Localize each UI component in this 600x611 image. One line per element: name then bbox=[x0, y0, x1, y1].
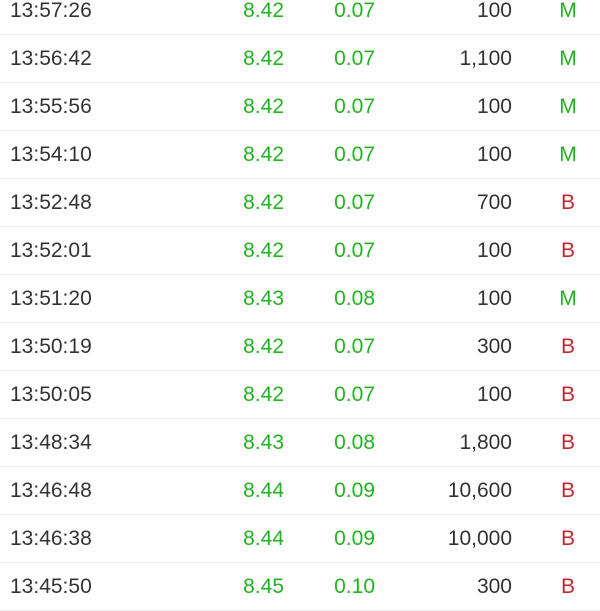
trade-side: M bbox=[559, 94, 577, 118]
trade-volume: 100 bbox=[476, 238, 512, 262]
trade-price: 8.42 bbox=[243, 0, 284, 22]
trade-volume: 100 bbox=[476, 94, 512, 118]
trade-volume: 700 bbox=[476, 190, 512, 214]
trade-volume: 100 bbox=[476, 382, 512, 406]
trade-volume: 10,000 bbox=[447, 526, 512, 550]
trade-time: 13:56:42 bbox=[10, 46, 92, 70]
trade-time: 13:52:48 bbox=[10, 190, 92, 214]
trade-price: 8.44 bbox=[243, 478, 284, 502]
trade-change: 0.07 bbox=[334, 142, 375, 166]
trade-change: 0.07 bbox=[334, 190, 375, 214]
trade-time: 13:57:26 bbox=[10, 0, 92, 22]
trade-change: 0.08 bbox=[334, 430, 375, 454]
trade-row: 13:45:50 8.45 0.10 300 B bbox=[0, 563, 600, 611]
trade-volume: 100 bbox=[476, 0, 512, 22]
trade-side: B bbox=[560, 238, 575, 262]
trade-price: 8.42 bbox=[243, 334, 284, 358]
trade-change: 0.07 bbox=[334, 0, 375, 22]
trade-side: M bbox=[559, 0, 577, 22]
trade-row: 13:48:34 8.43 0.08 1,800 B bbox=[0, 419, 600, 467]
trade-volume: 100 bbox=[476, 286, 512, 310]
trade-time: 13:50:05 bbox=[10, 382, 92, 406]
trade-price: 8.42 bbox=[243, 142, 284, 166]
trade-row: 13:52:01 8.42 0.07 100 B bbox=[0, 227, 600, 275]
trade-change: 0.10 bbox=[334, 574, 375, 598]
trade-row: 13:51:20 8.43 0.08 100 M bbox=[0, 275, 600, 323]
trade-row: 13:54:10 8.42 0.07 100 M bbox=[0, 131, 600, 179]
trade-side: B bbox=[560, 526, 575, 550]
trade-change: 0.07 bbox=[334, 94, 375, 118]
trade-side: B bbox=[560, 430, 575, 454]
trade-time: 13:46:38 bbox=[10, 526, 92, 550]
trade-time: 13:45:50 bbox=[10, 574, 92, 598]
trade-side: M bbox=[559, 142, 577, 166]
trade-side: B bbox=[560, 478, 575, 502]
trade-volume: 300 bbox=[476, 334, 512, 358]
trade-change: 0.07 bbox=[334, 46, 375, 70]
trade-price: 8.44 bbox=[243, 526, 284, 550]
trade-price: 8.42 bbox=[243, 238, 284, 262]
trade-time: 13:46:48 bbox=[10, 478, 92, 502]
trade-change: 0.09 bbox=[334, 478, 375, 502]
trade-row: 13:56:42 8.42 0.07 1,100 M bbox=[0, 35, 600, 83]
trade-change: 0.08 bbox=[334, 286, 375, 310]
trade-volume: 10,600 bbox=[447, 478, 512, 502]
trade-volume: 1,800 bbox=[459, 430, 512, 454]
trade-row: 13:57:26 8.42 0.07 100 M bbox=[0, 0, 600, 35]
trade-change: 0.07 bbox=[334, 238, 375, 262]
trade-price: 8.45 bbox=[243, 574, 284, 598]
trade-volume: 100 bbox=[476, 142, 512, 166]
trade-time: 13:52:01 bbox=[10, 238, 92, 262]
trade-row: 13:55:56 8.42 0.07 100 M bbox=[0, 83, 600, 131]
trade-side: B bbox=[560, 382, 575, 406]
trade-side: M bbox=[559, 286, 577, 310]
trade-side: B bbox=[560, 574, 575, 598]
trade-time: 13:54:10 bbox=[10, 142, 92, 166]
trade-time: 13:50:19 bbox=[10, 334, 92, 358]
trade-time: 13:48:34 bbox=[10, 430, 92, 454]
trade-price: 8.42 bbox=[243, 190, 284, 214]
trade-time: 13:55:56 bbox=[10, 94, 92, 118]
trade-volume: 1,100 bbox=[459, 46, 512, 70]
trade-price: 8.42 bbox=[243, 382, 284, 406]
trade-price: 8.43 bbox=[243, 286, 284, 310]
trade-change: 0.07 bbox=[334, 382, 375, 406]
trade-time: 13:51:20 bbox=[10, 286, 92, 310]
trade-side: B bbox=[560, 190, 575, 214]
trade-price: 8.42 bbox=[243, 94, 284, 118]
trade-row: 13:50:05 8.42 0.07 100 B bbox=[0, 371, 600, 419]
trade-volume: 300 bbox=[476, 574, 512, 598]
trade-row: 13:50:19 8.42 0.07 300 B bbox=[0, 323, 600, 371]
trade-price: 8.42 bbox=[243, 46, 284, 70]
trade-change: 0.09 bbox=[334, 526, 375, 550]
trade-row: 13:46:48 8.44 0.09 10,600 B bbox=[0, 467, 600, 515]
trade-side: B bbox=[560, 334, 575, 358]
trade-price: 8.43 bbox=[243, 430, 284, 454]
trade-side: M bbox=[559, 46, 577, 70]
trade-row: 13:46:38 8.44 0.09 10,000 B bbox=[0, 515, 600, 563]
trade-row: 13:52:48 8.42 0.07 700 B bbox=[0, 179, 600, 227]
trade-change: 0.07 bbox=[334, 334, 375, 358]
